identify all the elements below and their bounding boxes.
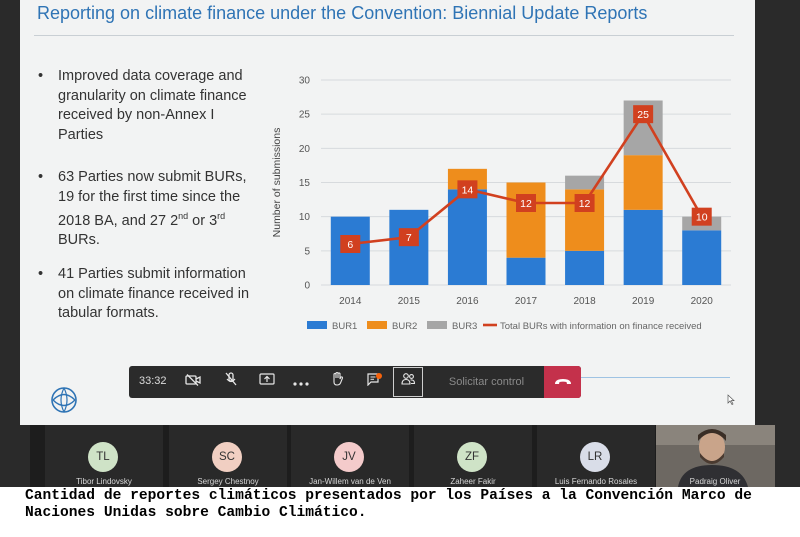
- x-tick-label: 2019: [632, 296, 655, 307]
- bar-bur1: [623, 209, 663, 285]
- more-icon[interactable]: [289, 370, 313, 394]
- participant-name: Tibor Lindovsky: [76, 477, 132, 486]
- mic-off-icon[interactable]: [219, 370, 243, 394]
- meeting-control-bar: 33:32 Solicitar control: [129, 366, 581, 398]
- avatar: ZF: [457, 442, 487, 472]
- line-marker: [516, 194, 536, 212]
- participants-strip: TL Tibor Lindovsky SC Sergey Chestnoy JV…: [30, 425, 775, 487]
- bullet-item: • 63 Parties now submit BURs, 19 for the…: [38, 168, 258, 251]
- line-marker: [633, 105, 654, 124]
- bar-chart: 0 5 10 15 20 25 30 Number of submissions 2014 201…: [271, 76, 731, 332]
- bullet-dot: •: [38, 169, 44, 185]
- participant-name: Sergey Chestnoy: [197, 477, 259, 486]
- participant-tile[interactable]: JV Jan-Willem van de Ven: [291, 425, 409, 487]
- x-tick-label: 2017: [515, 296, 538, 307]
- participant-name: Luis Fernando Rosales: [554, 477, 638, 486]
- call-timer: 33:32: [139, 375, 167, 387]
- y-tick-label: 20: [299, 144, 311, 155]
- line-marker: [574, 194, 595, 212]
- bar-bur1: [565, 250, 605, 285]
- video-off-icon[interactable]: [181, 370, 205, 394]
- data-label: 12: [520, 198, 532, 210]
- legend-swatch: [307, 321, 327, 329]
- bar-bur2: [623, 155, 663, 210]
- bullet-text: 41 Parties submit information on climate…: [58, 266, 250, 321]
- bullet-item: • 41 Parties submit information on clima…: [38, 265, 258, 324]
- legend-label: BUR2: [392, 321, 417, 332]
- data-label: 7: [406, 232, 412, 244]
- avatar: TL: [88, 442, 118, 472]
- line-marker: [691, 207, 712, 226]
- y-tick-label: 0: [304, 281, 310, 292]
- bar-bur1: [447, 189, 487, 285]
- chat-icon[interactable]: [361, 370, 385, 394]
- request-control-button[interactable]: Solicitar control: [448, 376, 525, 388]
- bullet-item: • Improved data coverage and granularity…: [38, 67, 258, 145]
- line-marker: [398, 228, 419, 247]
- participant-tile[interactable]: SC Sergey Chestnoy: [169, 425, 287, 487]
- avatar: SC: [212, 442, 242, 472]
- legend-label: Total BURs with information on finance r…: [500, 321, 702, 332]
- x-tick-label: 2015: [398, 296, 421, 307]
- line-marker: [340, 235, 361, 253]
- mouse-cursor-icon: [727, 394, 735, 408]
- screen-photo: Reporting on climate finance under the C…: [0, 0, 800, 487]
- data-label: 12: [579, 198, 591, 210]
- bar-bur1: [506, 257, 546, 285]
- bullet-dot: •: [38, 68, 44, 84]
- hang-up-button[interactable]: [544, 366, 581, 398]
- raise-hand-icon[interactable]: [325, 370, 349, 394]
- data-label: 14: [462, 184, 474, 196]
- title-divider: [34, 35, 734, 36]
- data-label: 6: [347, 239, 353, 251]
- bullet-text-part: BURs.: [58, 232, 100, 249]
- legend-swatch: [367, 321, 387, 329]
- participant-name: Padraig Oliver: [689, 477, 741, 486]
- bullet-text-part: or 3: [188, 212, 218, 229]
- ordinal-suffix: nd: [178, 211, 189, 221]
- participant-video-feed: [656, 425, 775, 487]
- data-label: 25: [637, 109, 649, 121]
- presentation-slide: Reporting on climate finance under the C…: [20, 0, 755, 425]
- share-screen-icon[interactable]: [255, 370, 279, 394]
- bullet-text: 63 Parties now submit BURs, 19 for the f…: [38, 168, 258, 251]
- bullet-dot: •: [38, 266, 44, 282]
- legend-label: BUR1: [332, 321, 357, 332]
- y-tick-label: 10: [299, 212, 311, 223]
- x-tick-label: 2016: [456, 296, 479, 307]
- y-tick-label: 5: [304, 246, 310, 257]
- participant-tile[interactable]: TL Tibor Lindovsky: [45, 425, 163, 487]
- ordinal-suffix: rd: [217, 211, 226, 221]
- y-tick-label: 30: [299, 76, 311, 87]
- participant-tile[interactable]: ZF Zaheer Fakir: [414, 425, 532, 487]
- bar-bur1: [389, 209, 429, 285]
- data-label: 10: [696, 212, 708, 224]
- line-marker: [457, 180, 478, 199]
- unfccc-logo-icon: [51, 387, 77, 413]
- bar-bur1: [682, 230, 722, 285]
- legend-swatch: [427, 321, 447, 329]
- y-axis-label: Number of submissions: [271, 128, 283, 238]
- bullet-text-part: 63 Parties now submit BURs, 19 for the f…: [58, 169, 247, 229]
- x-tick-label: 2018: [573, 296, 596, 307]
- participants-icon[interactable]: [393, 367, 423, 397]
- x-tick-label: 2020: [691, 296, 714, 307]
- y-tick-label: 15: [299, 178, 311, 189]
- participant-name: Jan-Willem van de Ven: [309, 477, 391, 486]
- bullet-text: Improved data coverage and granularity o…: [58, 68, 247, 143]
- avatar: LR: [580, 442, 610, 472]
- x-tick-label: 2014: [339, 296, 362, 307]
- slide-title: Reporting on climate finance under the C…: [37, 3, 648, 23]
- participant-tile[interactable]: LR Luis Fernando Rosales: [537, 425, 655, 487]
- participant-name: Zaheer Fakir: [450, 477, 496, 486]
- legend-label: BUR3: [452, 321, 477, 332]
- hang-up-icon: [554, 379, 571, 384]
- caption: Cantidad de reportes climáticos presenta…: [25, 488, 752, 521]
- avatar: JV: [334, 442, 364, 472]
- chat-notification-dot: [376, 373, 382, 379]
- participant-video-tile[interactable]: Padraig Oliver: [656, 425, 775, 487]
- bar-bur2: [506, 182, 546, 258]
- y-tick-label: 25: [299, 110, 311, 121]
